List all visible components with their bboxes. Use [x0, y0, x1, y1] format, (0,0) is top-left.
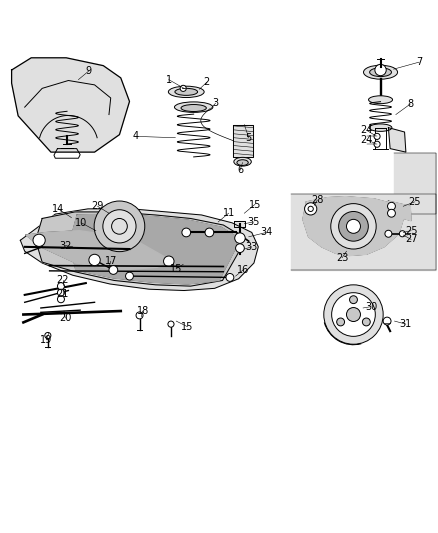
Polygon shape: [233, 125, 253, 157]
Circle shape: [388, 203, 396, 210]
Circle shape: [350, 296, 357, 304]
Ellipse shape: [174, 102, 213, 112]
Circle shape: [136, 312, 143, 319]
Text: 25: 25: [405, 225, 417, 236]
Polygon shape: [20, 209, 258, 290]
Polygon shape: [389, 128, 406, 152]
Circle shape: [57, 282, 64, 289]
Circle shape: [388, 209, 396, 217]
Polygon shape: [26, 231, 170, 270]
Text: 34: 34: [260, 228, 272, 237]
Text: 32: 32: [59, 240, 71, 251]
Text: 27: 27: [405, 235, 417, 245]
Text: 24: 24: [360, 125, 373, 135]
Text: 3: 3: [212, 98, 219, 108]
Text: 8: 8: [407, 99, 413, 109]
Text: 6: 6: [237, 165, 243, 175]
Circle shape: [235, 233, 245, 244]
Text: 15: 15: [170, 264, 182, 273]
Circle shape: [89, 254, 100, 265]
Ellipse shape: [181, 104, 206, 111]
Text: 5: 5: [246, 133, 252, 143]
Circle shape: [324, 285, 383, 344]
Polygon shape: [234, 221, 245, 227]
Circle shape: [337, 318, 345, 326]
Ellipse shape: [368, 96, 392, 103]
Text: 17: 17: [105, 256, 117, 266]
Circle shape: [383, 317, 391, 325]
Circle shape: [375, 64, 386, 76]
Text: 30: 30: [365, 302, 377, 312]
Polygon shape: [35, 212, 240, 286]
Ellipse shape: [237, 160, 248, 165]
Text: 29: 29: [92, 201, 104, 211]
Circle shape: [362, 318, 370, 326]
Text: 10: 10: [75, 218, 88, 228]
Text: 15: 15: [249, 199, 261, 209]
Text: 14: 14: [52, 204, 64, 214]
Circle shape: [236, 244, 244, 253]
Circle shape: [182, 228, 191, 237]
Polygon shape: [394, 153, 436, 214]
Circle shape: [33, 234, 45, 246]
Ellipse shape: [234, 157, 251, 166]
Ellipse shape: [370, 68, 392, 77]
Circle shape: [94, 201, 145, 252]
Circle shape: [109, 265, 118, 274]
Ellipse shape: [175, 88, 198, 95]
Text: 11: 11: [223, 208, 235, 218]
Circle shape: [399, 231, 406, 237]
Ellipse shape: [168, 86, 204, 98]
Circle shape: [205, 228, 214, 237]
Circle shape: [304, 203, 317, 215]
Text: 35: 35: [247, 217, 259, 227]
Circle shape: [126, 272, 134, 280]
Text: 22: 22: [57, 276, 69, 286]
Polygon shape: [303, 197, 405, 256]
Circle shape: [374, 133, 380, 140]
Text: 25: 25: [408, 197, 421, 207]
Polygon shape: [291, 195, 436, 270]
Circle shape: [346, 308, 360, 321]
Text: 19: 19: [40, 335, 53, 345]
Circle shape: [374, 141, 380, 147]
Circle shape: [180, 85, 186, 92]
Circle shape: [57, 296, 64, 303]
Circle shape: [57, 289, 64, 296]
Polygon shape: [12, 58, 130, 152]
Text: 7: 7: [416, 57, 422, 67]
Circle shape: [332, 293, 375, 336]
Circle shape: [331, 204, 376, 249]
Text: 20: 20: [59, 313, 71, 323]
Text: 28: 28: [311, 195, 323, 205]
Circle shape: [45, 333, 51, 338]
Circle shape: [385, 230, 392, 237]
Text: 9: 9: [86, 66, 92, 76]
Text: 2: 2: [204, 77, 210, 87]
Text: 18: 18: [137, 306, 149, 316]
Circle shape: [339, 212, 368, 241]
Circle shape: [346, 220, 360, 233]
Text: 4: 4: [133, 132, 139, 141]
Text: 21: 21: [57, 288, 69, 298]
Text: 15: 15: [181, 322, 194, 332]
Text: 24: 24: [360, 135, 373, 145]
Ellipse shape: [369, 124, 392, 131]
Text: 33: 33: [246, 242, 258, 252]
Text: 1: 1: [166, 75, 172, 85]
Polygon shape: [70, 214, 237, 284]
Circle shape: [226, 273, 234, 281]
Circle shape: [103, 210, 136, 243]
Text: 31: 31: [400, 319, 412, 329]
Circle shape: [163, 256, 174, 266]
Text: 16: 16: [237, 265, 249, 275]
Circle shape: [168, 321, 174, 327]
Polygon shape: [389, 201, 411, 221]
Ellipse shape: [364, 65, 398, 79]
Text: 23: 23: [336, 253, 348, 263]
